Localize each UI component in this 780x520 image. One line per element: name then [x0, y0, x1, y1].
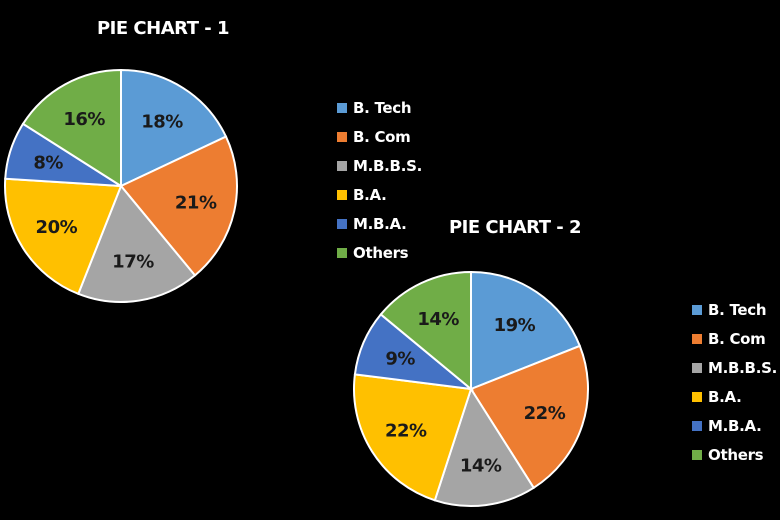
pie-1-slice-b-tech: [120, 68, 228, 188]
pie-1-data-label-m-b-a: 8%: [33, 152, 63, 173]
pie-2-data-label-b-com: 22%: [524, 403, 566, 424]
pie-1-legend-swatch-b-com: [337, 132, 347, 142]
pie-1-data-label-b-a: 20%: [36, 217, 78, 238]
pie-2-legend-swatch-b-tech: [692, 305, 702, 315]
pie-2-legend-swatch-b-com: [692, 334, 702, 344]
pie-2-slice-b-com: [469, 344, 589, 490]
pie-2-slice-m-b-b-s: [433, 386, 536, 507]
pie-2-legend-label-m-b-b-s: M.B.B.S.: [708, 359, 777, 377]
pie-1-legend-label-others: Others: [353, 244, 409, 262]
pie-2-legend-label-b-a: B.A.: [708, 388, 742, 406]
pie-1-slice-others: [21, 68, 122, 188]
pie-1-legend-label-m-b-a: M.B.A.: [353, 215, 407, 233]
pie-2-legend-item-b-a: B.A.: [692, 388, 742, 406]
pie-chart-1-title: PIE CHART - 1: [97, 18, 229, 39]
pie-chart-2: PIE CHART - 2 19%22%14%22%9%14%: [353, 217, 589, 507]
pie-1-legend-item-m-b-b-s: M.B.B.S.: [337, 157, 422, 175]
pie-1-slice-b-a: [4, 177, 123, 296]
pie-chart-2-slices: [353, 270, 589, 507]
pie-1-legend-label-b-com: B. Com: [353, 128, 411, 146]
pie-1-legend-swatch-m-b-a: [337, 219, 347, 229]
pie-1-data-label-m-b-b-s: 17%: [112, 252, 154, 273]
pie-2-legend-label-others: Others: [708, 446, 764, 464]
pie-2-slice-others: [379, 270, 472, 392]
pie-1-legend-item-b-com: B. Com: [337, 128, 411, 146]
pie-2-data-label-m-b-b-s: 14%: [460, 456, 502, 477]
pie-chart-1-legend: B. Tech B. Com M.B.B.S. B.A. M.B.A. Others: [337, 99, 422, 262]
pie-2-legend-item-b-com: B. Com: [692, 330, 766, 348]
pie-2-data-label-m-b-a: 9%: [385, 348, 415, 369]
pie-1-slice-b-com: [119, 135, 238, 277]
pie-1-legend-swatch-m-b-b-s: [337, 161, 347, 171]
pie-2-legend-item-others: Others: [692, 446, 764, 464]
pie-1-legend-swatch-b-tech: [337, 103, 347, 113]
pie-1-legend-item-m-b-a: M.B.A.: [337, 215, 407, 233]
pie-1-slice-m-b-b-s: [76, 184, 197, 303]
pie-1-legend-label-b-a: B.A.: [353, 186, 387, 204]
pie-2-legend-item-b-tech: B. Tech: [692, 301, 767, 319]
pie-2-legend-swatch-m-b-a: [692, 421, 702, 431]
pie-1-data-label-b-com: 21%: [175, 193, 217, 214]
pie-2-legend-swatch-m-b-b-s: [692, 363, 702, 373]
pie-2-legend-swatch-b-a: [692, 392, 702, 402]
pie-chart-2-title: PIE CHART - 2: [449, 217, 581, 238]
pie-chart-1-slices: [4, 68, 238, 303]
pie-2-legend-label-m-b-a: M.B.A.: [708, 417, 762, 435]
pie-1-legend-label-m-b-b-s: M.B.B.S.: [353, 157, 422, 175]
pie-1-data-label-b-tech: 18%: [141, 111, 183, 132]
pie-2-slice-b-tech: [470, 270, 582, 391]
pie-1-legend-item-b-tech: B. Tech: [337, 99, 412, 117]
pie-chart-2-legend: B. Tech B. Com M.B.B.S. B.A. M.B.A. Others: [692, 301, 777, 464]
pie-chart-1-labels: 18% 21% 17% 20% 8% 16%: [33, 109, 217, 273]
pie-1-legend-label-b-tech: B. Tech: [353, 99, 411, 117]
pie-2-data-label-b-tech: 19%: [494, 315, 536, 336]
pie-2-slice-b-a: [353, 373, 473, 502]
pie-2-legend-item-m-b-a: M.B.A.: [692, 417, 762, 435]
pie-chart-2-labels: 19%22%14%22%9%14%: [385, 309, 566, 476]
pie-2-data-label-others: 14%: [417, 309, 459, 330]
pie-1-legend-item-others: Others: [337, 244, 409, 262]
pie-chart-1: PIE CHART - 1 18% 21% 17% 20% 8% 16%: [4, 18, 238, 303]
pie-1-legend-swatch-others: [337, 248, 347, 258]
pie-2-legend-item-m-b-b-s: M.B.B.S.: [692, 359, 777, 377]
pie-2-legend-label-b-tech: B. Tech: [708, 301, 766, 319]
pie-2-data-label-b-a: 22%: [385, 420, 427, 441]
pie-1-data-label-others: 16%: [63, 109, 105, 130]
pie-1-legend-item-b-a: B.A.: [337, 186, 387, 204]
pie-2-legend-label-b-com: B. Com: [708, 330, 766, 348]
pie-1-legend-swatch-b-a: [337, 190, 347, 200]
pie-2-legend-swatch-others: [692, 450, 702, 460]
